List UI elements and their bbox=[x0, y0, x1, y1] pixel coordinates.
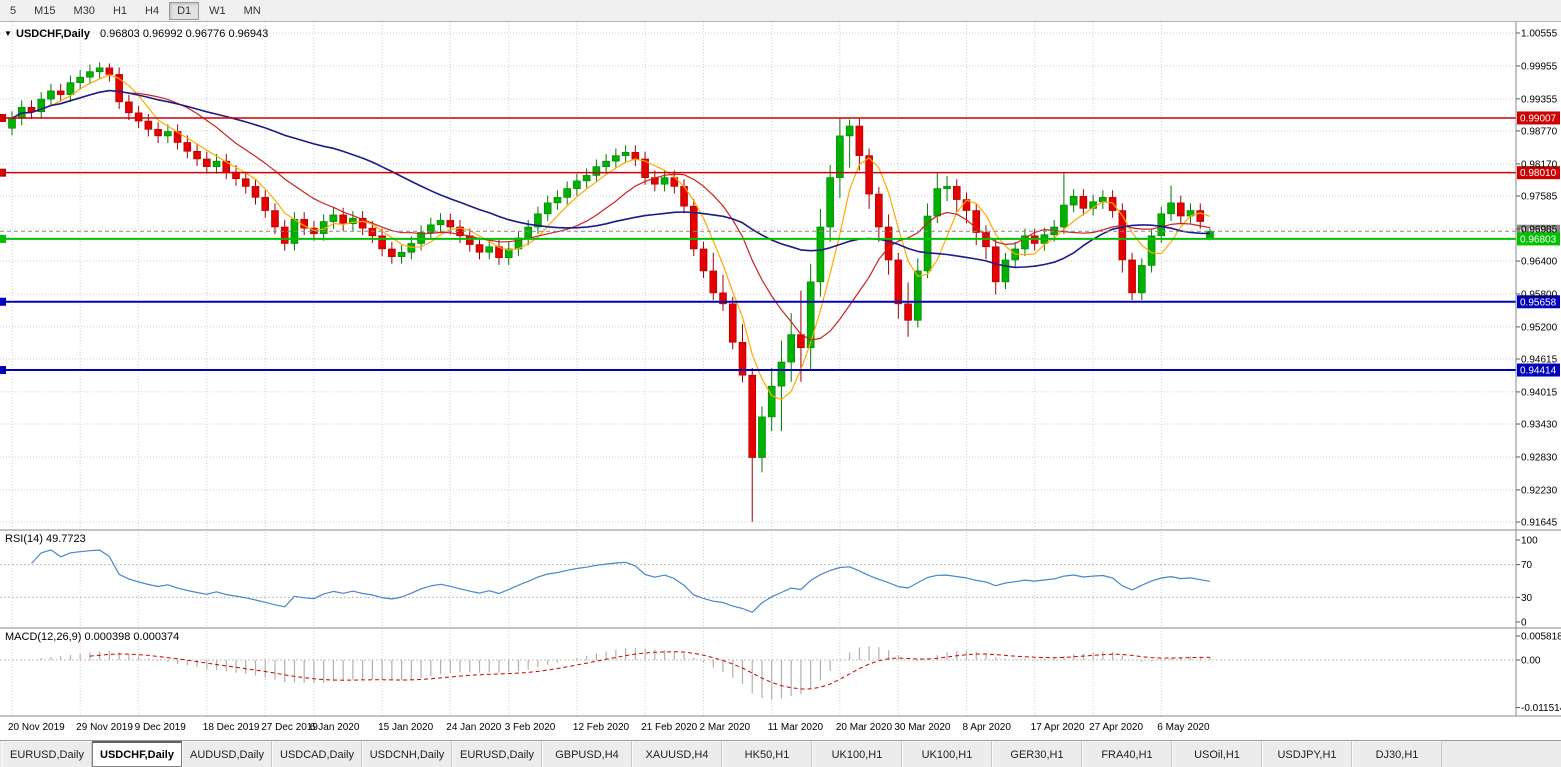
rsi-axis-tick: 30 bbox=[1521, 593, 1533, 604]
date-axis-label: 27 Apr 2020 bbox=[1089, 722, 1143, 733]
price-axis-tick: 0.98170 bbox=[1521, 159, 1558, 170]
chart-tab-usdjpy-h1[interactable]: USDJPY,H1 bbox=[1262, 741, 1352, 767]
timeframe-button-m30[interactable]: M30 bbox=[73, 4, 95, 17]
price-axis-tick: 0.91645 bbox=[1521, 518, 1558, 529]
price-axis-tick: 1.00555 bbox=[1521, 29, 1558, 40]
date-axis-label: 9 Dec 2019 bbox=[135, 722, 187, 733]
price-axis-tick: 0.94615 bbox=[1521, 355, 1558, 366]
level-price-box: 0.99007 bbox=[1520, 113, 1557, 124]
rsi-axis-tick: 0 bbox=[1521, 618, 1527, 629]
price-axis-tick: 0.99955 bbox=[1521, 61, 1558, 72]
timeframe-button-w1[interactable]: W1 bbox=[209, 4, 226, 17]
price-axis-tick: 0.96985 bbox=[1521, 224, 1558, 235]
price-axis-tick: 0.99355 bbox=[1521, 94, 1558, 105]
chart-tab-usdcnh-daily[interactable]: USDCNH,Daily bbox=[362, 741, 452, 767]
timeframe-toolbar: 5 M15 M30 H1 H4 D1 W1 MN bbox=[0, 0, 1561, 22]
date-axis-label: 29 Nov 2019 bbox=[76, 722, 133, 733]
date-axis-label: 15 Jan 2020 bbox=[378, 722, 433, 733]
level-price-box: 0.96943 bbox=[1520, 227, 1557, 238]
date-axis-label: 24 Jan 2020 bbox=[446, 722, 501, 733]
chart-tab-dj30-h1[interactable]: DJ30,H1 bbox=[1352, 741, 1442, 767]
date-axis-label: 6 Jan 2020 bbox=[310, 722, 360, 733]
date-axis-label: 8 Apr 2020 bbox=[963, 722, 1012, 733]
chart-tab-hk50-h1[interactable]: HK50,H1 bbox=[722, 741, 812, 767]
macd-axis-tick: -0.011514 bbox=[1521, 703, 1561, 714]
chart-tab-ger30-h1[interactable]: GER30,H1 bbox=[992, 741, 1082, 767]
rsi-axis-tick: 70 bbox=[1521, 560, 1533, 571]
date-axis-label: 2 Mar 2020 bbox=[700, 722, 751, 733]
grid-layer bbox=[0, 22, 1516, 716]
chart-tab-xauusd-h4[interactable]: XAUUSD,H4 bbox=[632, 741, 722, 767]
chart-tab-usdcad-daily[interactable]: USDCAD,Daily bbox=[272, 741, 362, 767]
date-axis-label: 17 Apr 2020 bbox=[1031, 722, 1085, 733]
price-axis-tick: 0.98770 bbox=[1521, 126, 1558, 137]
chart-tab-uk100-h1[interactable]: UK100,H1 bbox=[812, 741, 902, 767]
macd-indicator-label: MACD(12,26,9) 0.000398 0.000374 bbox=[5, 631, 179, 643]
chart-tab-uk100-h1[interactable]: UK100,H1 bbox=[902, 741, 992, 767]
price-axis-tick: 0.96400 bbox=[1521, 257, 1558, 268]
chart-tab-gbpusd-h4[interactable]: GBPUSD,H4 bbox=[542, 741, 632, 767]
timeframe-button-h1[interactable]: H1 bbox=[112, 4, 127, 17]
price-axis-tick: 0.94015 bbox=[1521, 387, 1558, 398]
date-axis-label: 20 Nov 2019 bbox=[8, 722, 65, 733]
collapse-indicator-icon[interactable]: ▼ bbox=[4, 29, 12, 38]
level-price-box: 0.94414 bbox=[1520, 366, 1557, 377]
timeframe-button-mn[interactable]: MN bbox=[243, 4, 261, 17]
macd-panel bbox=[0, 646, 1516, 700]
date-axis-label: 12 Feb 2020 bbox=[573, 722, 630, 733]
date-axis-label: 18 Dec 2019 bbox=[203, 722, 260, 733]
chart-tab-audusd-daily[interactable]: AUDUSD,Daily bbox=[182, 741, 272, 767]
chart-tab-bar: EURUSD,Daily USDCHF,Daily AUDUSD,Daily USDC… bbox=[0, 740, 1561, 767]
date-axis-label: 3 Feb 2020 bbox=[505, 722, 556, 733]
chart-tab-eurusd-daily[interactable]: EURUSD,Daily bbox=[2, 741, 92, 767]
rsi-panel bbox=[0, 549, 1516, 613]
date-axis-label: 27 Dec 2019 bbox=[261, 722, 318, 733]
price-axis-tick: 0.93430 bbox=[1521, 420, 1558, 431]
timeframe-button-d1[interactable]: D1 bbox=[169, 1, 200, 20]
date-axis-label: 11 Mar 2020 bbox=[768, 722, 824, 733]
date-axis-label: 21 Feb 2020 bbox=[641, 722, 698, 733]
date-axis-label: 30 Mar 2020 bbox=[894, 722, 951, 733]
panel-separators[interactable] bbox=[0, 22, 1561, 717]
price-axis-tick: 0.92830 bbox=[1521, 452, 1558, 463]
price-axis-tick: 0.97585 bbox=[1521, 192, 1558, 203]
timeframe-button-h4[interactable]: H4 bbox=[145, 4, 160, 17]
macd-axis-tick: 0.005818 bbox=[1521, 632, 1561, 643]
date-axis-label: 20 Mar 2020 bbox=[836, 722, 893, 733]
moving-averages-layer bbox=[11, 74, 1211, 401]
level-price-box: 0.95658 bbox=[1520, 297, 1557, 308]
macd-axis-tick: 0.00 bbox=[1521, 656, 1541, 667]
chart-tab-usoil-h1[interactable]: USOil,H1 bbox=[1172, 741, 1262, 767]
chart-tab-eurusd-daily[interactable]: EURUSD,Daily bbox=[452, 741, 542, 767]
chart-area: 0.99007 0.98010 0.96943 0.96803 0.95658 0.944… bbox=[0, 22, 1561, 740]
chart-ohlc-values: 0.96803 0.96992 0.96776 0.96943 bbox=[100, 28, 268, 40]
price-axis[interactable]: 1.00555 0.99955 0.99355 0.98770 0.98170 0.975… bbox=[8, 29, 1561, 734]
tab-bar-filler bbox=[1442, 741, 1561, 767]
level-price-box: 0.98010 bbox=[1520, 168, 1557, 179]
timeframe-button-m15[interactable]: M15 bbox=[34, 4, 56, 17]
price-axis-tick: 0.95800 bbox=[1521, 289, 1558, 300]
rsi-axis-tick: 100 bbox=[1521, 536, 1538, 547]
date-axis-label: 6 May 2020 bbox=[1157, 722, 1210, 733]
price-axis-tick: 0.95200 bbox=[1521, 322, 1558, 333]
chart-tab-usdchf-daily[interactable]: USDCHF,Daily bbox=[92, 741, 182, 767]
price-axis-tick: 0.92230 bbox=[1521, 485, 1558, 496]
rsi-indicator-label: RSI(14) 49.7723 bbox=[5, 533, 86, 545]
chart-symbol-title: USDCHF,Daily bbox=[16, 28, 91, 40]
chart-tab-fra40-h1[interactable]: FRA40,H1 bbox=[1082, 741, 1172, 767]
level-price-box: 0.96803 bbox=[1520, 234, 1557, 245]
timeframe-button-5[interactable]: 5 bbox=[10, 4, 17, 17]
